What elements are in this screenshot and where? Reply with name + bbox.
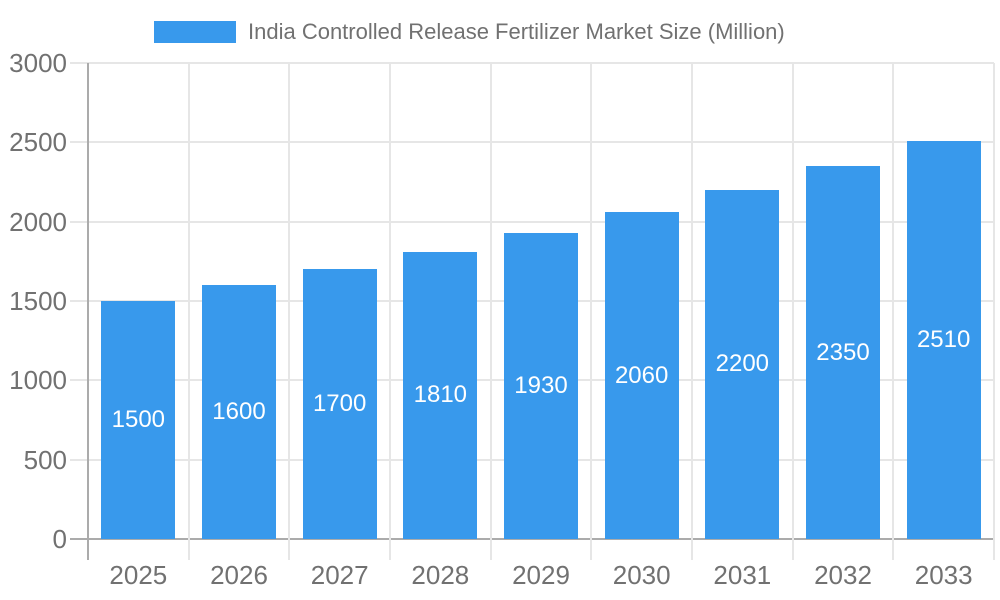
y-tick-label: 2500 [9,127,67,158]
y-tick-label: 1500 [9,286,67,316]
bar-value-label: 1700 [312,390,367,418]
bar[interactable]: 1700 [302,269,377,539]
y-tick-label: 2000 [9,206,67,237]
legend-swatch-icon [154,21,236,43]
x-tick-label: 2030 [612,560,671,590]
x-gridline [590,63,593,560]
x-tick-label: 2031 [713,560,772,590]
x-tick-label: 2033 [914,560,973,590]
bar-value-label: 1930 [514,371,568,399]
x-gridline [892,63,895,560]
x-tick-label: 2027 [310,560,369,590]
x-gridline [791,63,794,560]
bar[interactable]: 1500 [101,301,176,539]
y-gridline [70,141,994,144]
x-gridline [993,63,995,560]
y-axis-line [87,63,89,560]
y-tick-label: 1000 [9,365,67,396]
bar[interactable]: 2510 [906,140,981,539]
bar-value-label: 2510 [916,325,971,353]
bar-value-label: 2350 [816,338,870,366]
bar-value-label: 2060 [614,361,669,389]
x-gridline [389,63,391,560]
legend[interactable]: India Controlled Release Fertilizer Mark… [154,21,785,43]
x-tick-label: 2029 [512,560,570,590]
x-tick-label: 2025 [109,560,168,590]
bar-value-label: 1500 [111,406,166,433]
bar[interactable]: 1930 [504,232,578,539]
bar[interactable]: 2350 [806,166,880,539]
x-gridline [691,63,693,560]
bar[interactable]: 1600 [202,285,276,539]
x-gridline [489,63,492,560]
bar[interactable]: 2200 [705,189,780,539]
x-gridline [288,63,291,560]
x-tick-label: 2032 [814,560,872,590]
y-gridline [70,220,994,223]
y-gridline [70,62,994,64]
x-gridline [187,63,190,560]
bar-value-label: 1810 [413,381,468,409]
bar-value-label: 2200 [715,350,770,378]
bar-value-label: 1600 [212,398,266,426]
y-tick-label: 500 [23,444,67,475]
y-tick-label: 0 [52,524,67,554]
bar[interactable]: 1810 [403,251,478,539]
bar[interactable]: 2060 [604,212,679,539]
legend-label: India Controlled Release Fertilizer Mark… [248,19,785,44]
y-tick-label: 3000 [9,48,67,78]
x-tick-label: 2028 [411,560,470,590]
x-axis-line [70,538,994,540]
x-tick-label: 2026 [210,560,268,590]
